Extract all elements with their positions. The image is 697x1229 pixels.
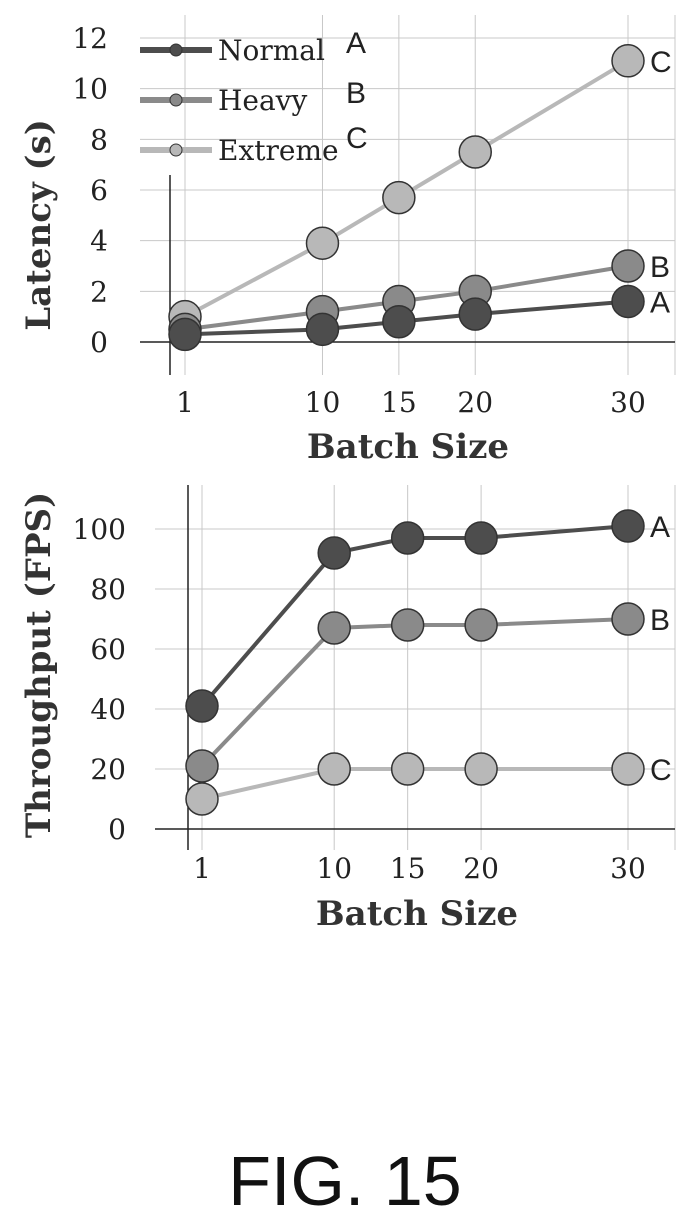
latency-chart: 0 2 4 6 8 10 12 1 10 15 20 30 Batch Size Latency (s) C… bbox=[19, 15, 676, 467]
x-tick-label: 15 bbox=[381, 386, 417, 419]
y-tick-label: 60 bbox=[90, 633, 126, 666]
data-point bbox=[390, 608, 425, 642]
legend-swatch-marker bbox=[169, 93, 183, 107]
series-normal: A bbox=[185, 509, 670, 723]
x-tick-label: 1 bbox=[176, 386, 194, 419]
series-normal: A bbox=[168, 284, 670, 352]
legend-swatch-marker bbox=[169, 43, 183, 57]
legend-tag: C bbox=[346, 122, 368, 155]
data-point bbox=[458, 297, 492, 331]
data-point bbox=[390, 521, 425, 555]
series-end-label: C bbox=[650, 46, 672, 79]
data-point bbox=[317, 752, 351, 786]
data-point bbox=[611, 509, 645, 543]
y-tick-label: 80 bbox=[90, 573, 126, 606]
y-tick-label: 8 bbox=[90, 123, 108, 156]
y-tick-label: 0 bbox=[90, 326, 108, 359]
y-tick-label: 20 bbox=[90, 753, 126, 786]
y-tick-label: 0 bbox=[108, 813, 126, 846]
series-line bbox=[200, 617, 629, 768]
data-point bbox=[611, 249, 645, 283]
data-point bbox=[317, 611, 351, 645]
series-heavy: B bbox=[185, 602, 670, 783]
data-point bbox=[305, 226, 340, 260]
series-end-label: A bbox=[650, 511, 670, 544]
legend-tag: A bbox=[346, 27, 366, 60]
x-tick-label: 30 bbox=[610, 852, 646, 885]
x-tick-label: 1 bbox=[193, 852, 211, 885]
data-point bbox=[611, 284, 645, 319]
data-point bbox=[458, 135, 492, 169]
y-axis-title: Throughput (FPS) bbox=[19, 492, 59, 838]
data-point bbox=[464, 608, 498, 642]
x-axis-title: Batch Size bbox=[316, 894, 518, 934]
y-tick-label: 12 bbox=[72, 22, 108, 55]
data-point bbox=[611, 44, 645, 78]
series-end-label: B bbox=[650, 251, 670, 284]
data-point bbox=[464, 752, 498, 786]
y-tick-label: 40 bbox=[90, 693, 126, 726]
legend-label: Heavy bbox=[218, 84, 308, 117]
x-tick-label: 10 bbox=[316, 852, 352, 885]
x-tick-label: 20 bbox=[463, 852, 499, 885]
data-point bbox=[185, 782, 219, 816]
throughput-chart: 0 20 40 60 80 100 1 10 15 20 30 Batch Size Throughpu… bbox=[19, 485, 676, 934]
data-point bbox=[382, 180, 416, 215]
x-axis-title: Batch Size bbox=[307, 427, 509, 467]
data-point bbox=[168, 317, 202, 352]
legend-swatch-marker bbox=[169, 143, 183, 157]
x-tick-label: 15 bbox=[390, 852, 426, 885]
x-tick-label: 20 bbox=[457, 386, 493, 419]
data-point bbox=[611, 752, 645, 786]
data-point bbox=[185, 689, 219, 723]
y-tick-label: 6 bbox=[90, 174, 108, 207]
data-point bbox=[382, 304, 416, 339]
legend-tag: B bbox=[346, 77, 366, 110]
data-point bbox=[611, 602, 645, 636]
series-end-label: C bbox=[650, 754, 672, 787]
data-point bbox=[185, 749, 219, 783]
series-end-label: B bbox=[650, 604, 670, 637]
y-tick-label: 10 bbox=[72, 73, 108, 106]
data-point bbox=[317, 536, 351, 570]
figure-caption: FIG. 15 bbox=[228, 1142, 461, 1220]
data-point bbox=[305, 312, 340, 347]
x-tick-label: 10 bbox=[305, 386, 341, 419]
legend-label: Normal bbox=[218, 34, 325, 67]
data-point bbox=[464, 521, 498, 555]
y-tick-label: 100 bbox=[73, 513, 126, 546]
y-tick-label: 4 bbox=[90, 225, 108, 258]
y-tick-label: 2 bbox=[90, 275, 108, 308]
data-point bbox=[390, 752, 425, 786]
series-end-label: A bbox=[650, 286, 670, 319]
legend-label: Extreme bbox=[218, 134, 339, 167]
x-tick-label: 30 bbox=[610, 386, 646, 419]
y-axis-title: Latency (s) bbox=[19, 119, 59, 331]
series-extreme: C bbox=[185, 752, 672, 816]
